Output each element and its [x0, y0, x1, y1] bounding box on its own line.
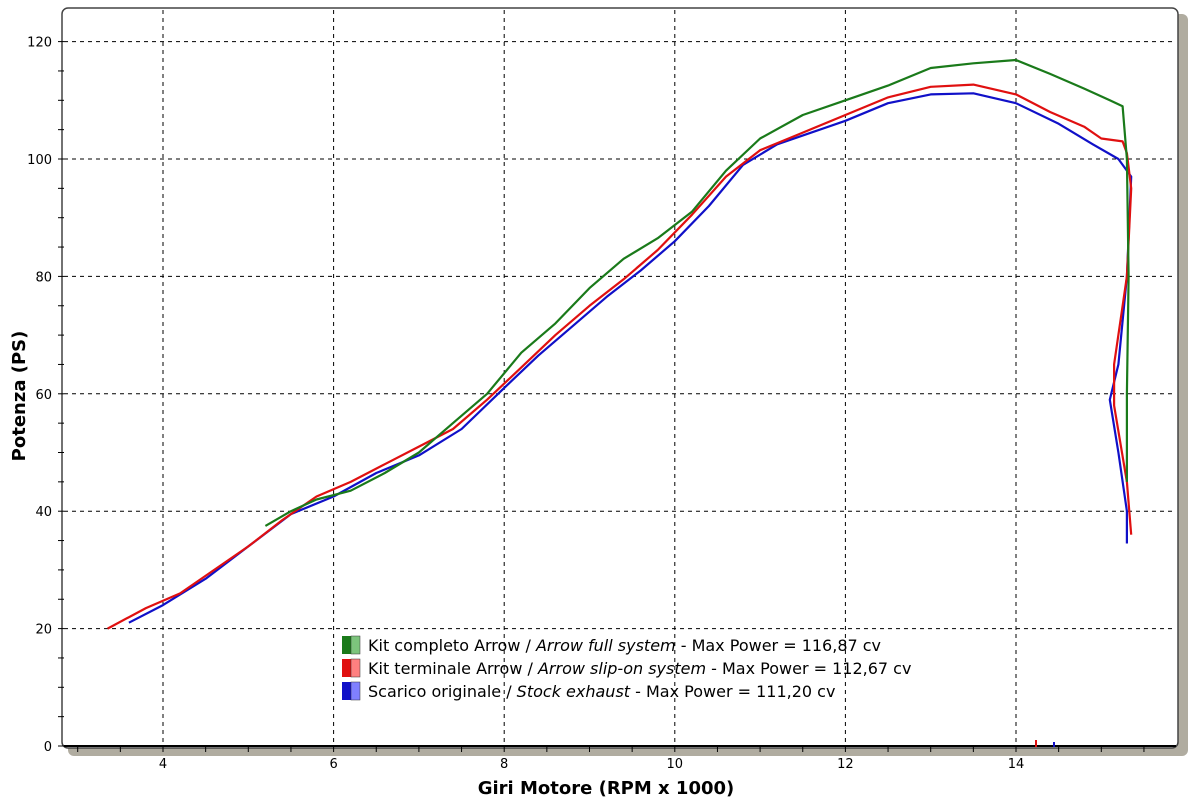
- legend-max-power: - Max Power = 116,87 cv: [676, 636, 881, 655]
- legend-max-power: - Max Power = 112,67 cv: [706, 659, 911, 678]
- grid: [64, 10, 1176, 746]
- legend-entry: Kit terminale Arrow / Arrow slip-on syst…: [368, 659, 911, 678]
- x-axis-label: Giri Motore (RPM x 1000): [478, 778, 735, 799]
- legend-label-italic: Arrow slip-on system: [537, 659, 706, 678]
- plot-frame: [61, 7, 1179, 749]
- legend-swatch-light: [350, 658, 361, 678]
- axis-ticks: 4 6 8 10 12 14 0 20 40 60 80 100 120: [27, 36, 1176, 772]
- y-tick-label: 100: [27, 153, 52, 168]
- x-tick-label: 6: [329, 757, 337, 772]
- legend-swatch: [342, 682, 351, 700]
- series-line-0: [264, 58, 1130, 527]
- legend-swatch-light: [350, 681, 361, 701]
- legend-swatch-light: [350, 635, 361, 655]
- legend-max-power: - Max Power = 111,20 cv: [630, 682, 835, 701]
- y-tick-label: 60: [35, 388, 52, 403]
- legend-entry: Kit completo Arrow / Arrow full system -…: [368, 636, 881, 655]
- legend-swatch: [342, 659, 351, 677]
- legend: Kit completo Arrow / Arrow full system -…: [342, 635, 911, 701]
- x-tick-label: 12: [837, 757, 854, 772]
- legend-label: Kit completo Arrow /: [368, 636, 536, 655]
- x-tick-label: 8: [500, 757, 508, 772]
- y-tick-label: 80: [35, 270, 52, 285]
- series-lines: [107, 58, 1133, 630]
- legend-swatch: [342, 636, 351, 654]
- y-tick-label: 120: [27, 36, 52, 51]
- legend-label: Scarico originale /: [368, 682, 517, 701]
- legend-label-italic: Arrow full system: [535, 636, 676, 655]
- y-tick-label: 0: [44, 740, 52, 755]
- y-tick-label: 40: [35, 505, 52, 520]
- legend-entry: Scarico originale / Stock exhaust - Max …: [368, 682, 835, 701]
- legend-label-italic: Stock exhaust: [517, 682, 631, 701]
- y-tick-label: 20: [35, 623, 52, 638]
- x-tick-label: 4: [159, 757, 167, 772]
- legend-label: Kit terminale Arrow /: [368, 659, 538, 678]
- x-tick-label: 14: [1008, 757, 1025, 772]
- x-tick-label: 10: [667, 757, 684, 772]
- y-axis-label: Potenza (PS): [9, 331, 30, 462]
